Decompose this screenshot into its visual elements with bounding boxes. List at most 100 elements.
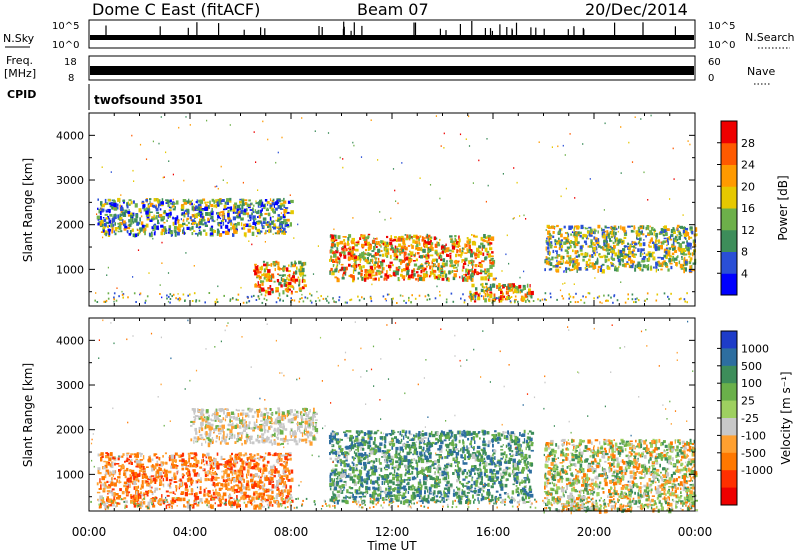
range-cell bbox=[197, 233, 199, 237]
range-cell bbox=[405, 263, 407, 267]
range-cell bbox=[387, 474, 390, 478]
range-cell bbox=[250, 476, 253, 479]
range-cell bbox=[199, 199, 204, 204]
range-cell bbox=[375, 258, 377, 262]
range-cell bbox=[195, 462, 199, 468]
range-cell bbox=[574, 301, 577, 304]
range-cell bbox=[554, 239, 557, 243]
range-cell bbox=[187, 209, 190, 214]
range-cell bbox=[194, 427, 197, 432]
range-cell bbox=[449, 258, 452, 261]
range-cell bbox=[234, 489, 237, 492]
range-cell bbox=[479, 467, 481, 471]
range-cell bbox=[487, 234, 491, 238]
range-cell bbox=[135, 465, 139, 468]
range-cell bbox=[235, 223, 238, 228]
range-cell bbox=[151, 216, 154, 218]
range-cell bbox=[236, 423, 238, 425]
range-cell bbox=[452, 276, 456, 281]
range-cell bbox=[318, 299, 321, 302]
range-cell bbox=[165, 232, 168, 234]
range-cell bbox=[229, 299, 231, 302]
range-cell bbox=[594, 253, 597, 257]
range-cell bbox=[246, 434, 249, 438]
range-cell bbox=[216, 231, 219, 236]
range-cell bbox=[175, 459, 177, 463]
range-cell bbox=[599, 267, 602, 272]
range-cell bbox=[656, 293, 659, 296]
range-cell bbox=[118, 469, 121, 472]
range-cell bbox=[368, 273, 372, 277]
range-cell bbox=[609, 247, 612, 250]
range-cell bbox=[570, 240, 573, 244]
range-cell bbox=[245, 496, 249, 498]
range-cell bbox=[669, 255, 673, 258]
range-cell bbox=[230, 227, 232, 231]
range-cell bbox=[285, 496, 289, 500]
range-cell bbox=[191, 199, 193, 202]
range-cell bbox=[672, 227, 675, 231]
range-cell bbox=[253, 270, 257, 272]
range-cell bbox=[290, 199, 294, 204]
range-cell bbox=[413, 254, 416, 258]
range-cell bbox=[398, 243, 402, 248]
range-cell bbox=[261, 423, 264, 427]
range-cell bbox=[415, 278, 418, 281]
range-cell bbox=[212, 413, 215, 415]
range-cell bbox=[189, 216, 192, 220]
range-cell bbox=[231, 486, 235, 491]
range-cell bbox=[265, 221, 268, 225]
range-cell bbox=[622, 258, 624, 263]
range-cell bbox=[242, 226, 246, 230]
range-cell bbox=[620, 253, 624, 257]
range-cell bbox=[634, 298, 637, 301]
range-cell bbox=[214, 496, 218, 499]
range-cell bbox=[265, 419, 269, 424]
range-cell bbox=[666, 239, 668, 243]
range-cell bbox=[149, 479, 153, 484]
range-cell bbox=[245, 235, 247, 238]
range-cell bbox=[454, 270, 458, 272]
range-cell bbox=[224, 469, 228, 474]
range-cell bbox=[302, 279, 306, 283]
range-cell bbox=[688, 255, 691, 258]
range-cell bbox=[361, 466, 363, 469]
range-cell bbox=[301, 293, 303, 296]
range-cell bbox=[213, 491, 217, 496]
range-cell bbox=[159, 498, 163, 503]
range-cell bbox=[283, 482, 287, 486]
range-cell bbox=[443, 248, 446, 251]
range-cell bbox=[474, 298, 477, 301]
range-cell bbox=[621, 226, 626, 231]
range-cell bbox=[390, 298, 393, 301]
range-cell bbox=[279, 204, 283, 207]
range-cell bbox=[663, 248, 667, 253]
range-cell bbox=[128, 469, 131, 472]
range-cell bbox=[215, 199, 219, 203]
range-cell bbox=[190, 488, 194, 493]
range-cell bbox=[97, 467, 101, 471]
range-cell bbox=[343, 489, 345, 491]
nsky-strip bbox=[88, 19, 696, 49]
range-cell bbox=[209, 429, 212, 433]
range-cell bbox=[238, 456, 241, 460]
range-cell bbox=[488, 275, 491, 279]
range-cell bbox=[664, 232, 668, 236]
range-cell bbox=[196, 223, 198, 228]
range-cell bbox=[349, 299, 351, 302]
range-cell bbox=[386, 241, 389, 245]
range-cell bbox=[253, 204, 255, 207]
range-cell bbox=[279, 205, 282, 209]
range-cell bbox=[230, 424, 233, 426]
range-cell bbox=[541, 298, 544, 301]
range-cell bbox=[400, 261, 402, 265]
range-cell bbox=[315, 423, 317, 428]
range-cell bbox=[305, 414, 309, 418]
range-cell bbox=[220, 455, 223, 461]
range-cell bbox=[426, 265, 428, 268]
range-cell bbox=[208, 441, 212, 445]
range-cell bbox=[573, 236, 577, 238]
range-cell bbox=[529, 284, 531, 288]
range-cell bbox=[118, 465, 122, 467]
range-cell bbox=[192, 420, 196, 423]
